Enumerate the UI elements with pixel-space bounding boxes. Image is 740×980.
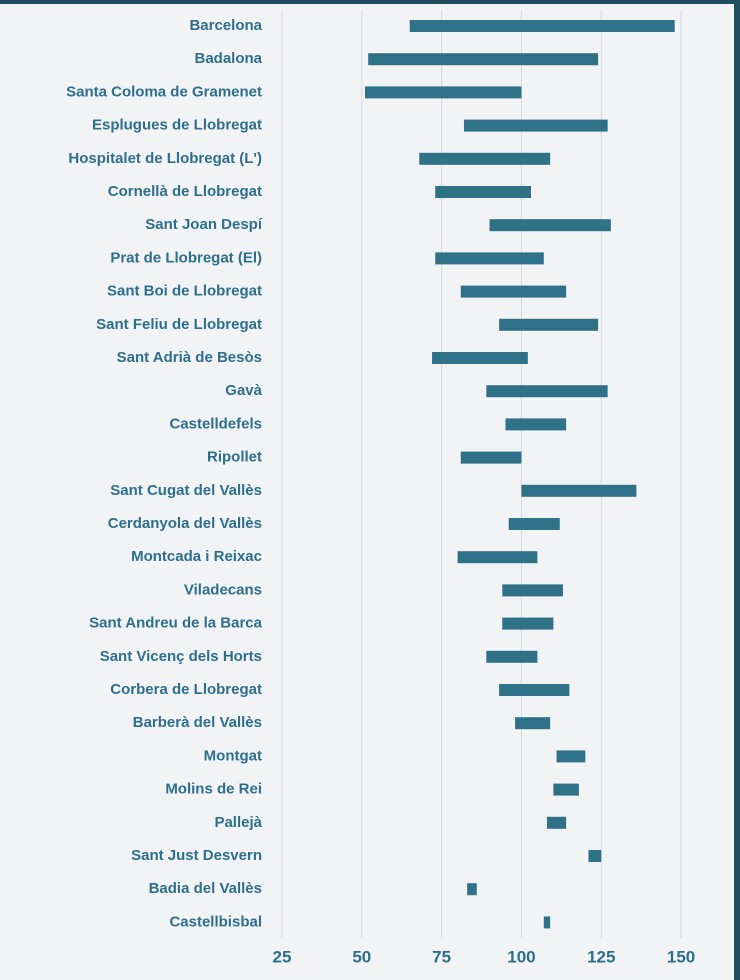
bar xyxy=(588,850,602,862)
y-tick-label: Sant Just Desvern xyxy=(131,847,262,864)
x-tick-label: 125 xyxy=(587,947,615,966)
y-tick-label: Sant Feliu de Llobregat xyxy=(96,316,262,333)
bar xyxy=(543,916,551,929)
y-tick-label: Sant Andreu de la Barca xyxy=(89,615,262,632)
bar xyxy=(502,584,563,597)
bar xyxy=(556,750,586,763)
y-tick-label: Cerdanyola del Vallès xyxy=(108,515,262,532)
bar xyxy=(419,152,551,165)
y-tick-label: Prat de Llobregat (El) xyxy=(110,249,262,266)
bar xyxy=(489,219,611,232)
y-tick-label: Esplugues de Llobregat xyxy=(92,117,262,134)
bar xyxy=(508,518,560,530)
y-tick-label: Molins de Rei xyxy=(165,781,262,798)
bar xyxy=(409,20,675,32)
x-tick-label: 25 xyxy=(273,947,292,966)
bar xyxy=(486,385,608,398)
bar xyxy=(486,650,538,663)
bar xyxy=(502,617,554,630)
y-tick-label: Sant Boi de Llobregat xyxy=(107,283,262,300)
y-tick-label: Hospitalet de Llobregat (L') xyxy=(68,150,262,167)
y-tick-label: Badia del Vallès xyxy=(149,880,262,897)
y-tick-label: Barberà del Vallès xyxy=(133,714,262,731)
y-tick-label: Santa Coloma de Gramenet xyxy=(66,83,262,100)
bar xyxy=(505,418,567,431)
y-tick-label: Montgat xyxy=(204,747,262,764)
y-tick-label: Sant Adrià de Besòs xyxy=(117,349,262,366)
y-tick-label: Castellbisbal xyxy=(169,913,262,930)
y-tick-label: Ripollet xyxy=(207,449,262,466)
bar xyxy=(467,883,477,896)
bar xyxy=(499,684,570,696)
bar xyxy=(368,53,599,66)
bar xyxy=(521,484,637,497)
bar xyxy=(457,551,538,564)
bar xyxy=(460,285,567,298)
bar xyxy=(515,717,551,730)
right-border xyxy=(734,0,740,980)
bar xyxy=(553,783,579,796)
y-tick-label: Castelldefels xyxy=(169,415,262,432)
bar xyxy=(435,186,532,198)
y-tick-label: Barcelona xyxy=(189,17,262,34)
y-tick-label: Corbera de Llobregat xyxy=(110,681,262,698)
bar xyxy=(432,352,528,364)
y-tick-label: Sant Vicenç dels Horts xyxy=(100,648,262,665)
y-tick-label: Cornellà de Llobregat xyxy=(108,183,262,200)
y-tick-label: Sant Cugat del Vallès xyxy=(110,482,262,499)
bar xyxy=(546,816,567,829)
bar xyxy=(460,451,522,464)
x-tick-label: 150 xyxy=(667,947,695,966)
bar xyxy=(365,86,522,99)
y-tick-label: Sant Joan Despí xyxy=(145,216,263,233)
y-tick-label: Montcada i Reixac xyxy=(131,548,262,565)
x-tick-label: 75 xyxy=(432,947,451,966)
bar xyxy=(435,252,544,265)
y-tick-label: Badalona xyxy=(194,50,262,67)
y-tick-label: Gavà xyxy=(225,382,262,399)
top-border xyxy=(0,0,740,4)
bar xyxy=(499,318,599,331)
x-tick-label: 100 xyxy=(507,947,535,966)
y-tick-label: Viladecans xyxy=(184,581,262,598)
x-tick-label: 50 xyxy=(352,947,371,966)
y-tick-label: Pallejà xyxy=(214,814,262,831)
bar xyxy=(463,119,608,132)
